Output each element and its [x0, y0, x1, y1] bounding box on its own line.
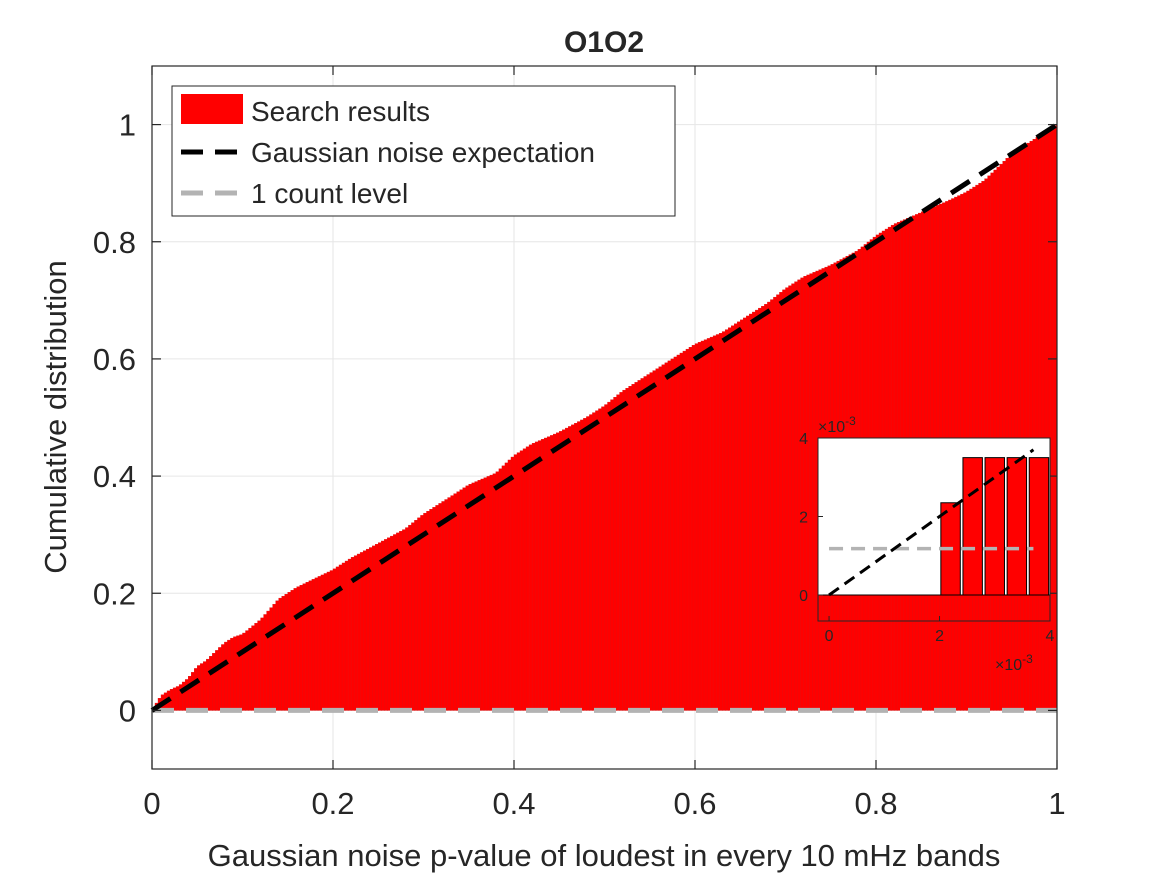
inset-y-exponent: ×10-3 [818, 414, 856, 436]
y-tick-label: 0 [119, 693, 136, 728]
inset-ticks: 0 2 4 0 2 4 [799, 431, 1054, 645]
inset-x-exponent: ×10-3 [995, 652, 1033, 674]
y-tick-label: 0.2 [93, 576, 136, 611]
inset-bar [1028, 457, 1050, 596]
y-tick-label: 0.4 [93, 459, 136, 494]
legend-label-search-results: Search results [251, 96, 430, 127]
inset-bar [984, 457, 1005, 596]
inset-reference-lines [828, 448, 1035, 597]
gaussian-expectation-line [150, 122, 1059, 713]
legend-label-count-level: 1 count level [251, 178, 408, 209]
x-tick-label: 0.4 [492, 786, 535, 821]
x-tick-label: 0.6 [673, 786, 716, 821]
main-axes-box [151, 65, 1058, 770]
inset-y-tick-label: 4 [799, 431, 808, 448]
y-axis-label: Cumulative distribution [38, 260, 73, 574]
inset-y-tick-label: 2 [799, 510, 808, 527]
inset-expectation-line [828, 448, 1035, 597]
x-axis-label: Gaussian noise p-value of loudest in eve… [208, 838, 1001, 873]
x-tick-label: 0 [143, 786, 160, 821]
x-tick-label: 1 [1048, 786, 1065, 821]
legend: Search results Gaussian noise expectatio… [171, 85, 676, 217]
inset-x-tick-label: 0 [825, 628, 834, 645]
inset-x-tick-label: 4 [1046, 628, 1055, 645]
main-reference-lines [150, 122, 1059, 713]
x-tick-label: 0.2 [311, 786, 354, 821]
legend-box [171, 85, 676, 217]
x-tick-label: 0.8 [854, 786, 897, 821]
y-tick-label: 1 [119, 108, 136, 143]
inset-axes-box [817, 437, 1051, 622]
inset-axes: 0 2 4 0 2 4 ×10-3 ×10-3 [799, 414, 1054, 674]
main-ticks: 0 0.2 0.4 0.6 0.8 1 0 0.2 0.4 0.6 0.8 1 [93, 66, 1066, 821]
inset-bar [962, 457, 983, 596]
inset-x-tick-label: 2 [935, 628, 944, 645]
y-tick-label: 0.8 [93, 225, 136, 260]
inset-bar [1006, 457, 1028, 596]
legend-swatch-search-results [181, 94, 243, 124]
chart-title: O1O2 [564, 26, 644, 59]
y-tick-label: 0.6 [93, 342, 136, 377]
legend-label-gaussian-expectation: Gaussian noise expectation [251, 137, 595, 168]
inset-y-tick-label: 0 [799, 588, 808, 605]
